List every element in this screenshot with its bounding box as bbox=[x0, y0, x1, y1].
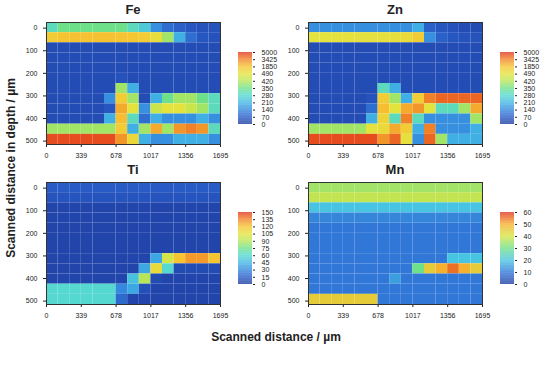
svg-text:1356: 1356 bbox=[178, 152, 194, 158]
svg-text:678: 678 bbox=[110, 312, 122, 318]
svg-text:200: 200 bbox=[26, 230, 38, 237]
svg-text:280: 280 bbox=[524, 92, 536, 99]
svg-text:1850: 1850 bbox=[262, 63, 278, 70]
html-text:Mn: Mn bbox=[385, 162, 405, 177]
svg-text:1850: 1850 bbox=[524, 63, 540, 70]
html-text:Fe: Fe bbox=[125, 2, 141, 17]
svg-text:100: 100 bbox=[26, 207, 38, 214]
svg-text:0: 0 bbox=[524, 281, 528, 288]
svg-text:420: 420 bbox=[524, 78, 536, 85]
html-text:Ti: Ti bbox=[127, 162, 139, 177]
svg-text:30: 30 bbox=[262, 266, 270, 273]
html-text:Scanned distance in depth / µm: Scanned distance in depth / µm bbox=[4, 78, 18, 258]
svg-text:350: 350 bbox=[262, 85, 274, 92]
svg-text:70: 70 bbox=[524, 114, 532, 121]
svg-text:1356: 1356 bbox=[178, 312, 194, 318]
svg-text:100: 100 bbox=[26, 47, 38, 54]
svg-text:0: 0 bbox=[34, 24, 38, 31]
svg-text:210: 210 bbox=[524, 99, 536, 106]
svg-text:0: 0 bbox=[296, 184, 300, 191]
svg-text:0: 0 bbox=[45, 312, 49, 318]
svg-text:300: 300 bbox=[288, 92, 300, 99]
svg-text:1017: 1017 bbox=[405, 312, 421, 318]
html-text:Zn: Zn bbox=[387, 2, 403, 17]
svg-text:50: 50 bbox=[524, 221, 532, 228]
svg-text:0: 0 bbox=[34, 184, 38, 191]
svg-text:10: 10 bbox=[524, 269, 532, 276]
svg-text:0: 0 bbox=[307, 312, 311, 318]
svg-text:15: 15 bbox=[262, 274, 270, 281]
svg-text:210: 210 bbox=[262, 99, 274, 106]
svg-text:3425: 3425 bbox=[524, 56, 540, 63]
svg-text:20: 20 bbox=[524, 257, 532, 264]
svg-text:200: 200 bbox=[288, 230, 300, 237]
svg-text:1356: 1356 bbox=[440, 152, 456, 158]
svg-text:400: 400 bbox=[288, 275, 300, 282]
svg-text:400: 400 bbox=[26, 275, 38, 282]
svg-text:140: 140 bbox=[524, 106, 536, 113]
svg-text:400: 400 bbox=[26, 115, 38, 122]
svg-text:45: 45 bbox=[262, 259, 270, 266]
svg-text:60: 60 bbox=[262, 252, 270, 259]
svg-text:1017: 1017 bbox=[143, 152, 159, 158]
svg-text:40: 40 bbox=[524, 233, 532, 240]
svg-text:339: 339 bbox=[337, 312, 349, 318]
svg-text:5000: 5000 bbox=[262, 49, 278, 56]
svg-text:500: 500 bbox=[26, 297, 38, 304]
svg-text:1695: 1695 bbox=[475, 152, 491, 158]
svg-text:500: 500 bbox=[26, 137, 38, 144]
svg-text:90: 90 bbox=[262, 238, 270, 245]
svg-text:1017: 1017 bbox=[405, 152, 421, 158]
svg-text:0: 0 bbox=[307, 152, 311, 158]
svg-text:500: 500 bbox=[288, 297, 300, 304]
svg-text:100: 100 bbox=[288, 207, 300, 214]
svg-text:100: 100 bbox=[288, 47, 300, 54]
svg-text:0: 0 bbox=[262, 281, 266, 288]
svg-text:135: 135 bbox=[262, 216, 274, 223]
svg-text:300: 300 bbox=[288, 252, 300, 259]
svg-text:339: 339 bbox=[75, 312, 87, 318]
svg-text:0: 0 bbox=[262, 121, 266, 128]
svg-text:1695: 1695 bbox=[213, 152, 229, 158]
svg-text:678: 678 bbox=[110, 152, 122, 158]
svg-text:400: 400 bbox=[288, 115, 300, 122]
svg-text:678: 678 bbox=[372, 312, 384, 318]
svg-text:140: 140 bbox=[262, 106, 274, 113]
svg-text:300: 300 bbox=[26, 92, 38, 99]
svg-text:300: 300 bbox=[26, 252, 38, 259]
svg-text:150: 150 bbox=[262, 209, 274, 216]
svg-text:1695: 1695 bbox=[475, 312, 491, 318]
svg-text:200: 200 bbox=[288, 70, 300, 77]
svg-text:280: 280 bbox=[262, 92, 274, 99]
svg-text:105: 105 bbox=[262, 230, 274, 237]
svg-text:420: 420 bbox=[262, 78, 274, 85]
svg-text:0: 0 bbox=[524, 121, 528, 128]
svg-text:5000: 5000 bbox=[524, 49, 540, 56]
svg-text:678: 678 bbox=[372, 152, 384, 158]
svg-text:350: 350 bbox=[524, 85, 536, 92]
svg-text:339: 339 bbox=[75, 152, 87, 158]
svg-text:120: 120 bbox=[262, 223, 274, 230]
svg-text:490: 490 bbox=[262, 70, 274, 77]
svg-text:0: 0 bbox=[296, 24, 300, 31]
svg-text:60: 60 bbox=[524, 209, 532, 216]
svg-text:75: 75 bbox=[262, 245, 270, 252]
svg-text:0: 0 bbox=[45, 152, 49, 158]
svg-text:500: 500 bbox=[288, 137, 300, 144]
svg-text:1017: 1017 bbox=[143, 312, 159, 318]
svg-text:70: 70 bbox=[262, 114, 270, 121]
svg-text:30: 30 bbox=[524, 245, 532, 252]
svg-text:3425: 3425 bbox=[262, 56, 278, 63]
svg-text:1356: 1356 bbox=[440, 312, 456, 318]
svg-text:200: 200 bbox=[26, 70, 38, 77]
svg-text:339: 339 bbox=[337, 152, 349, 158]
svg-text:490: 490 bbox=[524, 70, 536, 77]
svg-text:1695: 1695 bbox=[213, 312, 229, 318]
html-text:Scanned distance / µm: Scanned distance / µm bbox=[211, 330, 341, 344]
